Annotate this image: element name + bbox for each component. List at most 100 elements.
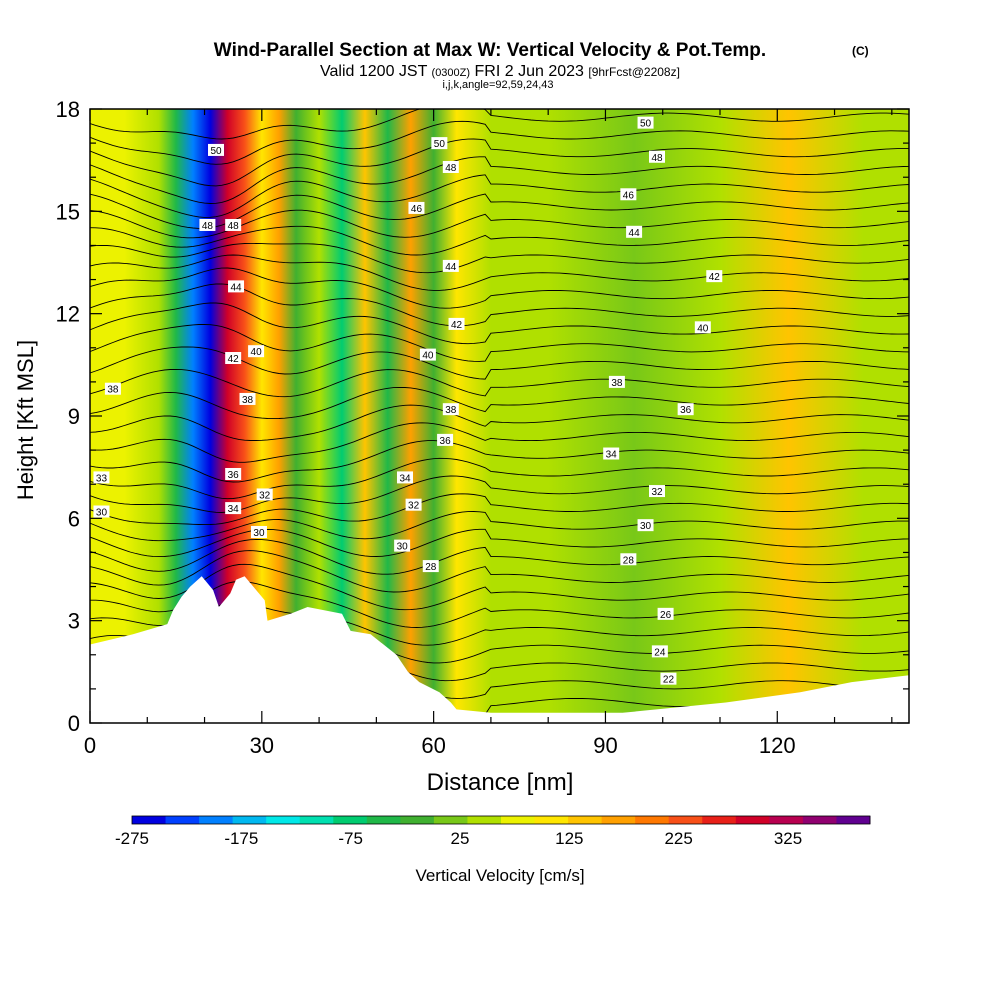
contour-label-text: 36 [440,436,452,447]
terrain-mask [90,576,909,723]
colorbar-swatch [601,816,636,824]
colorbar-swatch [467,816,502,824]
contour-label-text: 22 [663,675,675,686]
contour-label: 28 [620,553,637,566]
contour-label: 48 [649,150,665,164]
theta-contour-line [90,242,909,274]
contour-label: 36 [677,403,694,416]
theta-contour-line [90,156,909,204]
contour-label-text: 42 [228,354,240,365]
contour-label-text: 32 [408,501,420,512]
theta-contour-labels: 50 50 50 48 48 48 48 46 46 44 44 44 42 42 42 40 40 40 38 38… [93,116,723,686]
contour-label-text: 30 [640,521,652,532]
contour-label-text: 32 [259,490,271,501]
contour-label-text: 30 [96,508,108,519]
contour-label: 30 [394,539,411,553]
chart-subtitle: Valid 1200 JST (0300Z) FRI 2 Jun 2023 [9… [320,63,680,80]
x-axis-label: Distance [nm] [427,769,574,796]
contour-label-text: 42 [709,272,721,283]
theta-contour-line [90,120,909,165]
contour-label-text: 30 [253,528,265,539]
colorbar-swatch [299,816,334,824]
contour-label: 28 [422,560,439,573]
contour-label: 48 [199,218,216,232]
theta-contour-line [90,209,909,239]
colorbar-swatch [836,816,871,824]
colorbar-swatch [802,816,837,824]
contour-label: 46 [408,201,425,215]
theta-contour-line [90,267,909,309]
x-tick-label: 30 [250,733,274,758]
colorbar-swatch [534,816,569,824]
chart-title: Wind-Parallel Section at Max W: Vertical… [214,40,766,61]
contour-label-text: 38 [445,405,457,416]
contour-label-text: 38 [242,395,254,406]
colorbar-tick-label: -175 [224,829,258,848]
contour-label-text: 44 [445,262,457,273]
theta-contour-line [90,493,909,526]
colorbar-tick-label: 25 [451,829,470,848]
contour-label: 46 [620,188,637,201]
colorbar-swatch [702,816,737,824]
contour-label: 24 [651,645,668,658]
contour-label: 40 [419,348,436,362]
colorbar-swatch [400,816,435,824]
contour-label: 48 [442,160,459,174]
contour-label-text: 42 [451,320,463,331]
contour-label: 30 [93,505,110,519]
contour-label: 40 [694,321,711,334]
plot-area: 50 50 50 48 48 48 48 46 46 44 44 44 42 42 42 40 40 40 38 38… [90,109,909,723]
colorbar-swatch [165,816,200,824]
contour-label-text: 50 [640,119,652,130]
contour-label: 50 [637,116,654,130]
y-axis-label: Height [Kft MSL] [13,340,38,500]
contour-label: 33 [93,471,110,484]
theta-contour-line [90,109,909,140]
colorbar-frame [131,815,871,825]
contour-label: 44 [228,280,245,293]
contour-label: 44 [442,259,459,273]
colorbar-swatch [635,816,670,824]
theta-contour-line [90,324,909,362]
contour-label-text: 44 [629,228,641,239]
contour-label-text: 32 [651,487,663,498]
contour-label: 36 [437,433,454,447]
contour-label: 36 [225,467,242,481]
theta-contour-line [90,174,909,218]
contour-label-text: 28 [623,555,635,566]
x-tick-label: 0 [84,733,96,758]
contour-label: 32 [649,485,665,498]
y-tick-label: 6 [68,506,80,531]
theta-contour-line [90,580,909,628]
contour-label-text: 48 [651,153,663,164]
contour-label-text: 50 [434,139,446,150]
contour-label-text: 34 [606,450,618,461]
theta-contour-line [90,404,909,441]
contour-label-text: 40 [697,323,709,334]
theta-contour-line [90,254,909,291]
contour-label-text: 34 [399,473,411,484]
contour-label: 26 [657,607,674,621]
subtitle-date: FRI 2 Jun 2023 [475,63,585,80]
contour-label: 44 [626,225,643,239]
y-tick-label: 9 [68,404,80,429]
contour-label: 34 [603,447,620,461]
theta-contour-line [90,368,909,398]
y-tick-label: 15 [56,199,80,224]
contour-label: 42 [706,270,723,283]
colorbar-tick-label: -75 [338,829,363,848]
contour-label: 38 [239,392,256,406]
contour-label: 32 [256,488,273,501]
chart-title-mark: (C) [852,44,869,58]
contour-label: 40 [248,345,265,358]
colorbar-swatch [132,816,167,824]
x-tick-label: 60 [421,733,445,758]
theta-contour-line [90,422,909,463]
subtitle-forecast: [9hrFcst@2208z] [588,65,680,79]
contour-label: 50 [208,143,224,157]
contour-label: 32 [405,498,422,512]
theta-contour-line [90,563,909,611]
contour-label-text: 28 [425,562,437,573]
colorbar-swatch [366,816,401,824]
